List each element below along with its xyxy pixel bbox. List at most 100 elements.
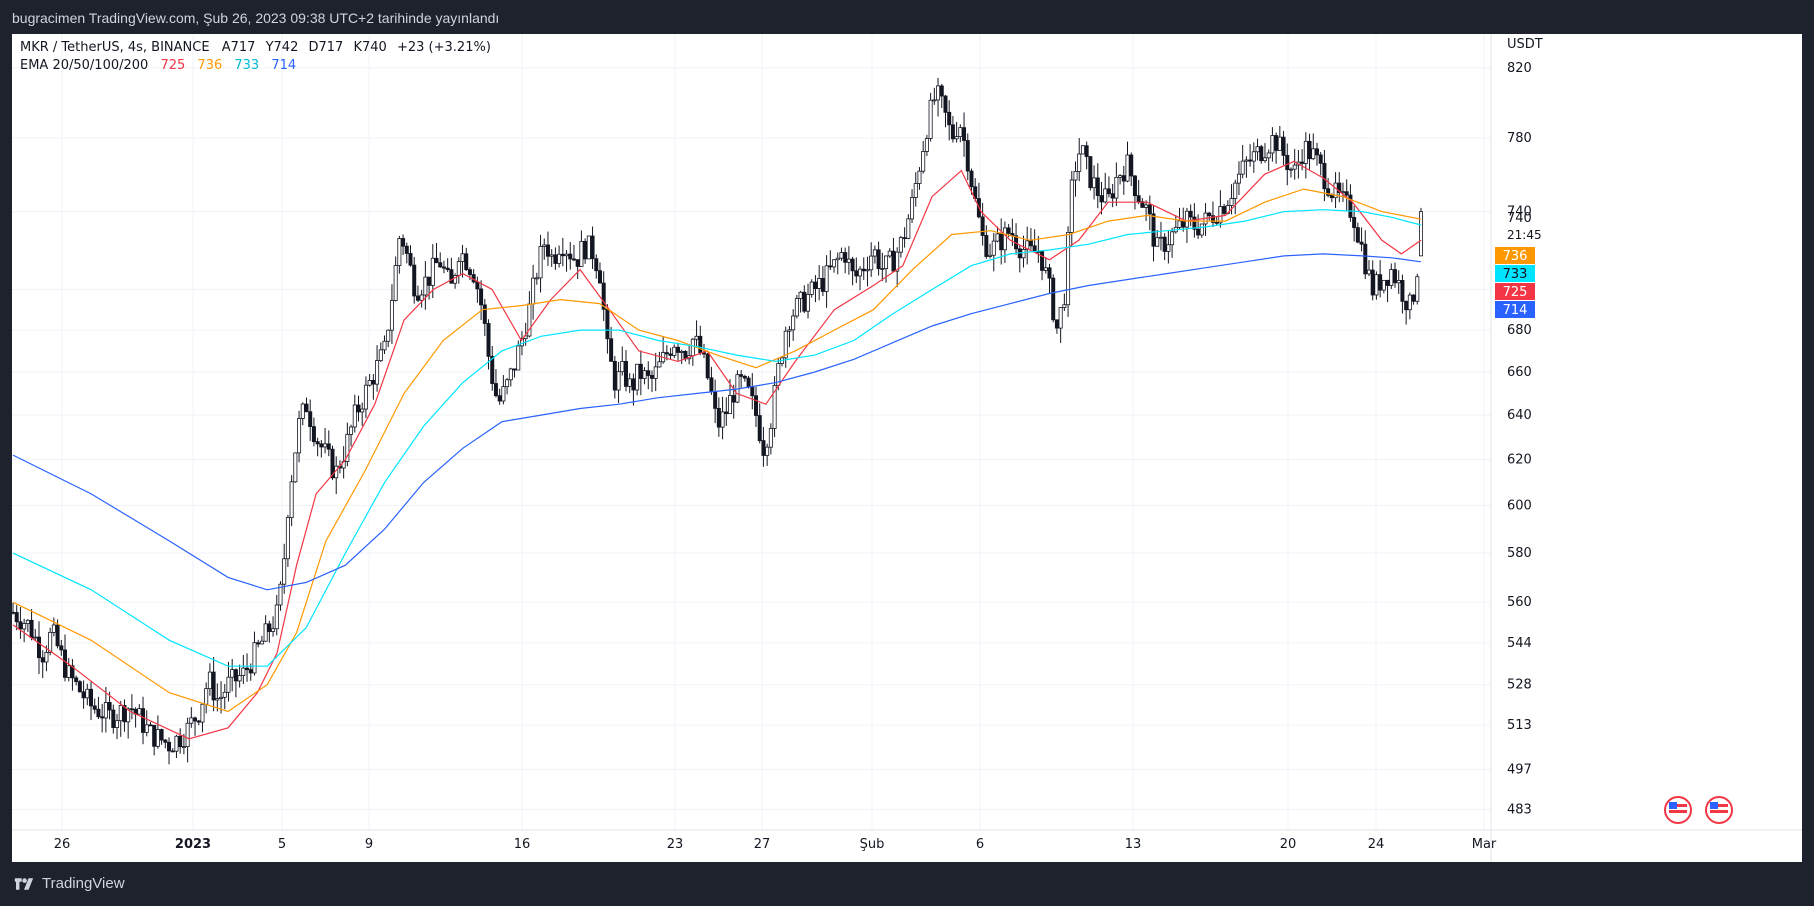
candle-body bbox=[144, 724, 149, 733]
candle-body bbox=[858, 268, 863, 277]
candle-body bbox=[493, 383, 498, 397]
time-tick-label: Mar bbox=[1472, 837, 1497, 852]
candle-body bbox=[1352, 217, 1357, 229]
candle-body bbox=[345, 434, 350, 462]
candle-body bbox=[37, 636, 42, 659]
candle-body bbox=[1144, 204, 1149, 208]
candle-body bbox=[594, 258, 599, 272]
candle-body bbox=[70, 665, 75, 679]
time-tick-label: Şub bbox=[860, 837, 885, 852]
candle-body bbox=[285, 517, 290, 560]
candle-body bbox=[1251, 151, 1256, 162]
candle-body bbox=[363, 384, 368, 410]
candle-body bbox=[129, 708, 134, 711]
ema20-value: 725 bbox=[160, 58, 185, 73]
candle-body bbox=[713, 391, 718, 409]
tradingview-brand[interactable]: TradingView bbox=[12, 875, 125, 892]
candle-body bbox=[259, 640, 264, 645]
candle-body bbox=[33, 636, 38, 639]
svg-text:EMA 20/50/100/200 725: EMA 20/50/100/200 725 736 733 714 bbox=[20, 58, 296, 73]
ema-badge-label: 714 bbox=[1503, 303, 1528, 318]
candle-body bbox=[783, 330, 788, 359]
candle-body bbox=[754, 395, 759, 416]
candle-body bbox=[534, 277, 539, 280]
candle-body bbox=[720, 411, 725, 428]
price-tick-label: 640 bbox=[1507, 408, 1532, 423]
candle-body bbox=[1355, 227, 1360, 243]
ema-badge bbox=[1495, 265, 1535, 282]
candle-body bbox=[282, 558, 287, 585]
candle-body bbox=[167, 741, 172, 752]
candle-body bbox=[1307, 140, 1312, 160]
candle-body bbox=[490, 355, 495, 384]
candle-body bbox=[854, 270, 859, 277]
candle-body bbox=[1099, 195, 1104, 203]
candle-body bbox=[1151, 213, 1156, 247]
candle-body bbox=[1028, 240, 1033, 247]
candle-body bbox=[694, 335, 699, 340]
ema-badges: 736 733 725 714 bbox=[1495, 247, 1535, 318]
candle-body bbox=[1080, 145, 1085, 155]
candle-body bbox=[401, 238, 406, 247]
candle-body bbox=[865, 269, 870, 272]
us-flag-icon[interactable] bbox=[1705, 796, 1733, 824]
candle-body bbox=[1114, 176, 1119, 199]
price-tick-label: 483 bbox=[1507, 803, 1532, 818]
candle-body bbox=[170, 750, 175, 753]
candle-body bbox=[791, 315, 796, 331]
candle-body bbox=[475, 281, 480, 290]
candle-body bbox=[832, 259, 837, 268]
candle-body bbox=[185, 722, 190, 748]
candle-body bbox=[798, 291, 803, 299]
candle-body bbox=[553, 254, 558, 264]
candle-body bbox=[1322, 162, 1327, 190]
chart-svg[interactable]: 8207807407006806606406206005805605445285… bbox=[10, 34, 1802, 862]
candle-body bbox=[274, 604, 279, 630]
candle-body bbox=[1419, 211, 1424, 257]
candle-body bbox=[1054, 319, 1059, 329]
candle-body bbox=[252, 642, 257, 674]
candle-body bbox=[393, 265, 398, 301]
candle-body bbox=[44, 651, 49, 663]
candle-body bbox=[1002, 227, 1007, 251]
bar-countdown: 21:45 bbox=[1507, 228, 1542, 242]
candle-body bbox=[1214, 221, 1219, 224]
candle-body bbox=[445, 267, 450, 270]
candle-body bbox=[765, 446, 770, 456]
candle-body bbox=[1196, 228, 1201, 236]
candle-body bbox=[430, 257, 435, 286]
candle-body bbox=[761, 440, 766, 456]
candle-body bbox=[601, 282, 606, 310]
candle-body bbox=[356, 404, 361, 413]
candle-body bbox=[77, 681, 82, 693]
candle-body bbox=[1300, 161, 1305, 164]
candle-body bbox=[965, 140, 970, 172]
candle-body bbox=[653, 366, 658, 379]
candle-body bbox=[1062, 304, 1067, 308]
candle-body bbox=[1092, 177, 1097, 189]
candle-body bbox=[100, 716, 105, 719]
time-tick-label: 26 bbox=[54, 837, 71, 852]
candle-body bbox=[772, 384, 777, 429]
time-scale[interactable]: 26 2023 5 9 16 23 27 Şub 6 13 20 24 Mar bbox=[54, 837, 1497, 852]
candle-body bbox=[1374, 274, 1379, 296]
candle-body bbox=[672, 346, 677, 356]
price-scale[interactable]: 8207807407006806606406206005805605445285… bbox=[1507, 61, 1532, 818]
candle-body bbox=[323, 443, 328, 448]
time-tick-label: 6 bbox=[976, 837, 984, 852]
candle-body bbox=[248, 669, 253, 674]
candle-body bbox=[501, 386, 506, 402]
candle-body bbox=[1129, 154, 1134, 177]
low-label: D bbox=[309, 40, 319, 55]
candle-body bbox=[141, 708, 146, 733]
candle-body bbox=[1121, 175, 1126, 182]
candle-body bbox=[1329, 194, 1334, 199]
candle-body bbox=[389, 300, 394, 331]
candle-body bbox=[1088, 156, 1093, 189]
us-flag-icon[interactable] bbox=[1664, 796, 1692, 824]
symbol-label[interactable]: MKR / TetherUS, 4s, BINANCE bbox=[20, 40, 210, 55]
candle-body bbox=[1177, 220, 1182, 228]
candle-body bbox=[74, 677, 79, 683]
ema-label[interactable]: EMA 20/50/100/200 bbox=[20, 58, 148, 73]
candle-body bbox=[311, 426, 316, 443]
